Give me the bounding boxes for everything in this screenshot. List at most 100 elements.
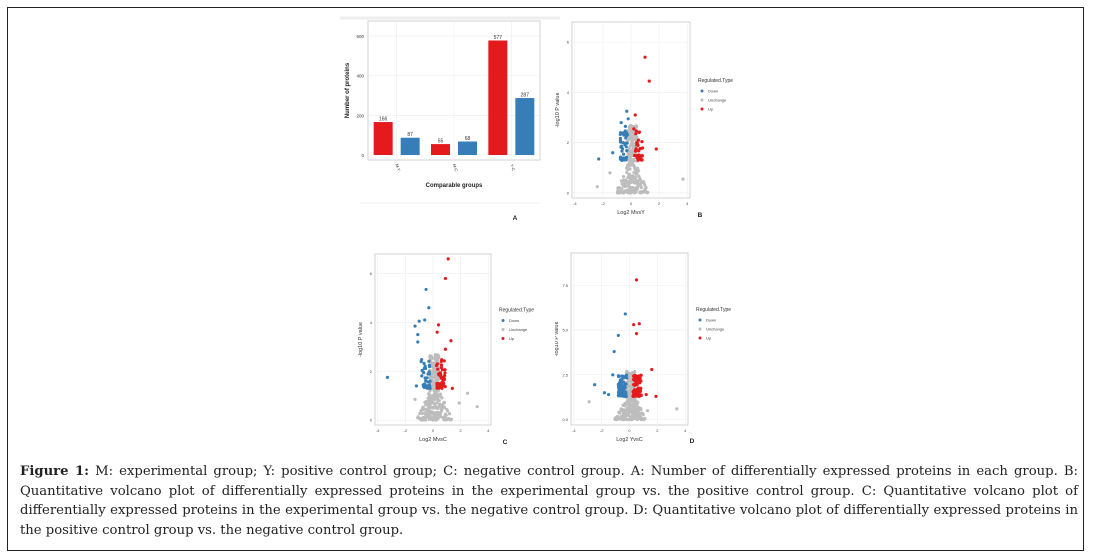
- point-down: [616, 333, 620, 338]
- legend-swatch-up: [698, 336, 702, 340]
- point-down: [618, 136, 623, 140]
- point-unchange: [631, 143, 635, 147]
- point-down: [427, 365, 432, 369]
- y-tick-label: 200: [356, 113, 364, 118]
- bar-data-label: 166: [379, 117, 388, 123]
- point-down: [612, 349, 616, 354]
- y-tick-label: 4: [567, 90, 570, 95]
- y-tick-label: 0: [370, 418, 373, 423]
- point-unchange: [457, 401, 461, 405]
- point-unchange: [419, 409, 423, 413]
- x-tick-label: -2: [404, 428, 408, 433]
- point-unchange: [437, 398, 441, 403]
- panel-letter: D: [690, 438, 695, 445]
- point-unchange: [623, 183, 627, 188]
- point-down: [428, 384, 432, 388]
- x-axis-title: Log2 YvsC: [616, 437, 643, 443]
- point-down: [622, 152, 626, 156]
- point-down: [621, 141, 625, 145]
- point-up: [436, 367, 440, 371]
- volcano-plot-d: -4 -2 0 2 4 0.0 2.5 5.0 7.5 Log2 YvsC -log10 P val…: [554, 252, 731, 445]
- y-axis-title: -log10 P value: [555, 321, 560, 356]
- legend-label: Up: [706, 336, 712, 341]
- point-unchange: [626, 407, 630, 412]
- point-up: [443, 347, 448, 351]
- point-unchange: [436, 394, 440, 398]
- x-tick-label: 4: [686, 201, 689, 206]
- point-unchange: [633, 176, 637, 180]
- point-unchange: [435, 353, 439, 357]
- point-unchange: [438, 392, 443, 396]
- point-unchange: [631, 188, 635, 192]
- point-unchange: [440, 396, 444, 400]
- point-unchange: [636, 168, 640, 172]
- panel-a: 0 200 400 600 M-Y 166 87 M-C 55 68 Y-C 577 287 Compar…: [340, 15, 560, 225]
- point-up: [435, 330, 439, 334]
- point-down: [427, 359, 431, 363]
- point-unchange: [632, 165, 637, 169]
- point-down: [416, 340, 420, 344]
- point-down: [422, 382, 427, 386]
- point-unchange: [630, 180, 635, 184]
- point-up: [637, 156, 642, 160]
- point-unchange: [435, 376, 439, 380]
- point-up: [637, 149, 641, 153]
- point-down: [624, 136, 628, 140]
- point-unchange: [423, 418, 427, 422]
- point-unchange: [630, 163, 634, 167]
- legend-swatch-unchange: [698, 327, 702, 331]
- x-tick-label: M-C: [452, 163, 459, 172]
- legend-label: Unchange: [509, 327, 528, 332]
- point-unchange: [628, 385, 633, 390]
- x-axis-title: Log2 MvsC: [419, 437, 447, 443]
- point-up: [637, 322, 641, 326]
- point-unchange: [625, 170, 629, 174]
- point-unchange: [681, 177, 685, 181]
- point-up: [650, 367, 654, 372]
- point-unchange: [429, 405, 434, 410]
- point-unchange: [625, 402, 629, 406]
- point-down: [597, 157, 601, 161]
- point-up: [640, 154, 644, 158]
- panel-letter: A: [513, 215, 518, 222]
- bar-data-label: 55: [438, 139, 444, 145]
- point-down: [617, 391, 622, 395]
- point-down: [593, 383, 597, 387]
- legend-swatch-up: [700, 107, 704, 111]
- point-up: [632, 378, 637, 383]
- point-up: [634, 129, 638, 133]
- point-unchange: [624, 178, 628, 182]
- point-down: [617, 375, 621, 379]
- point-unchange: [621, 403, 625, 407]
- point-down: [420, 374, 424, 378]
- y-tick-label: 7.5: [562, 283, 568, 288]
- point-unchange: [438, 404, 442, 409]
- panel-b: -4 -2 0 2 4 0 2 4 6 Log2 MvsY -log10 P value Regula…: [555, 15, 765, 225]
- point-down: [622, 380, 626, 384]
- point-up: [639, 373, 643, 377]
- point-unchange: [634, 186, 638, 190]
- y-tick-label: 400: [356, 74, 364, 79]
- point-unchange: [436, 389, 440, 393]
- legend-swatch-down: [501, 319, 505, 322]
- point-unchange: [626, 165, 630, 169]
- point-down: [620, 158, 624, 162]
- point-down: [423, 376, 427, 380]
- point-up: [436, 323, 441, 327]
- point-up: [647, 79, 651, 83]
- point-unchange: [432, 414, 436, 418]
- bar-data-label: 68: [465, 136, 471, 142]
- y-tick-label: 2: [370, 369, 373, 374]
- point-unchange: [628, 127, 632, 131]
- point-unchange: [627, 146, 631, 150]
- point-down: [422, 385, 426, 389]
- point-unchange: [638, 190, 643, 194]
- x-tick-label: 2: [658, 201, 661, 206]
- point-up: [435, 384, 439, 388]
- point-down: [424, 287, 428, 292]
- point-unchange: [614, 416, 619, 421]
- point-down: [419, 359, 423, 364]
- x-tick-label: -4: [376, 428, 380, 433]
- point-up: [436, 381, 440, 385]
- point-unchange: [633, 180, 637, 184]
